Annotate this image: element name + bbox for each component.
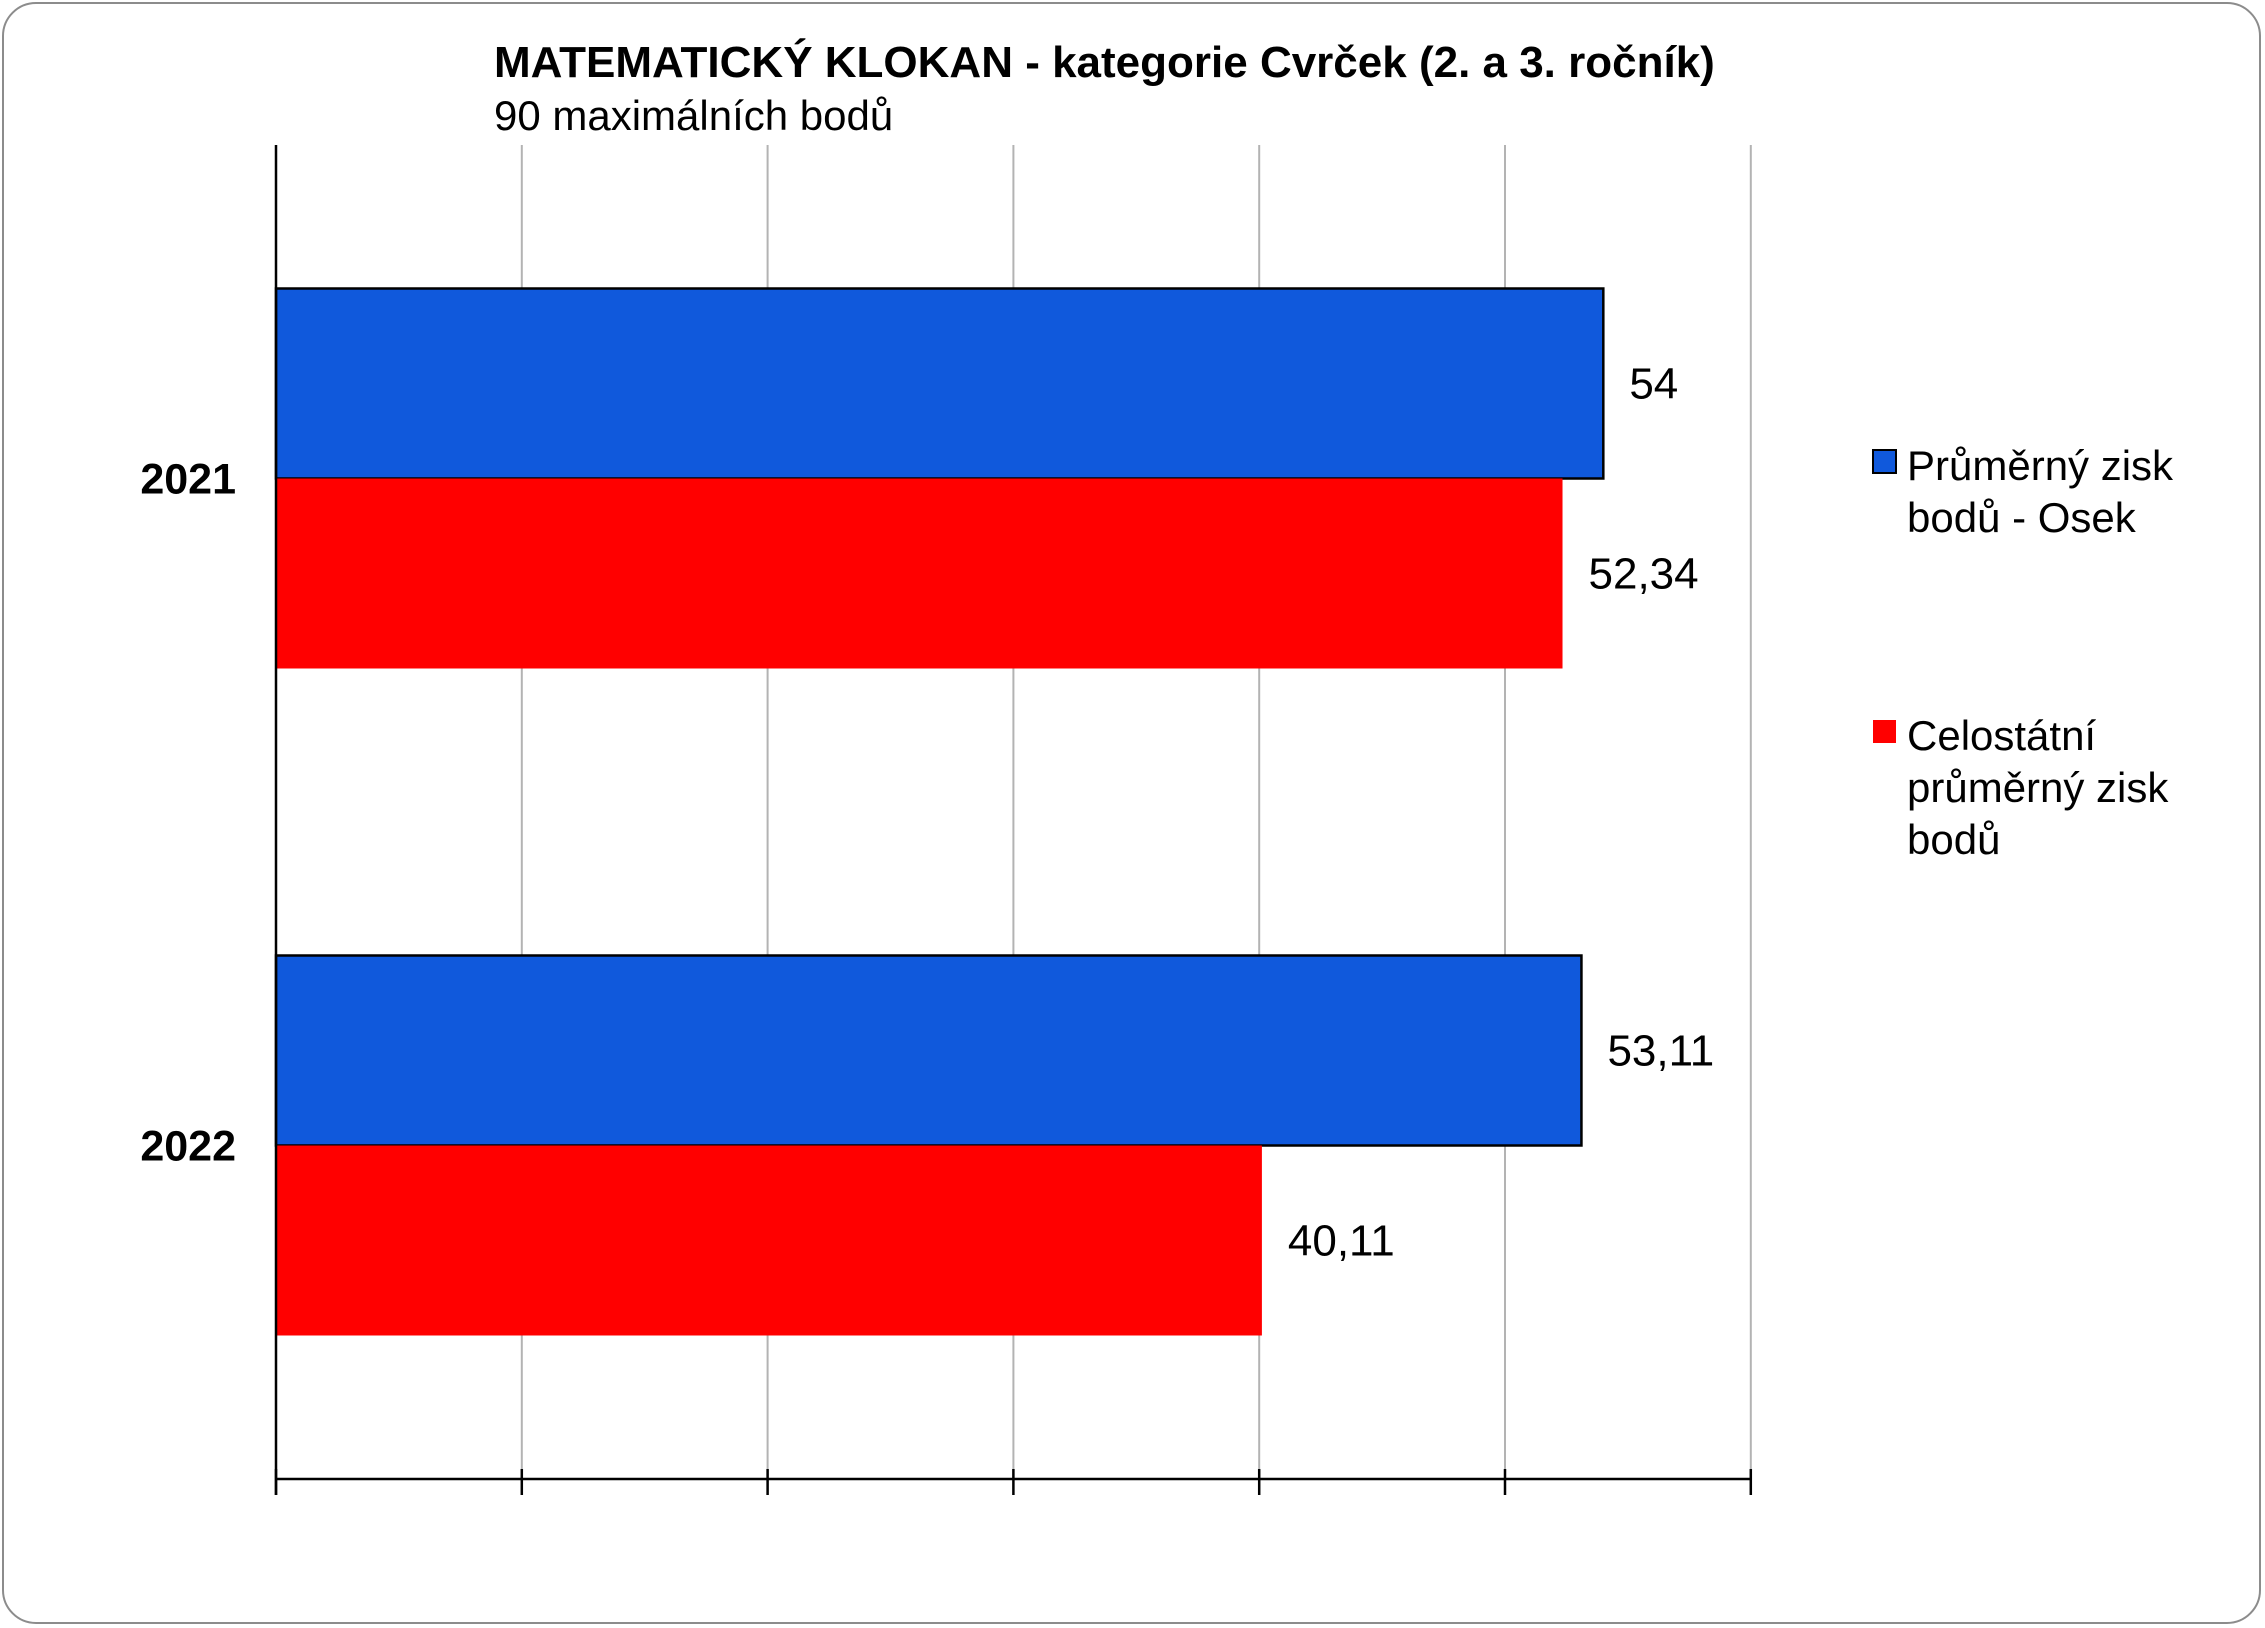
axes (274, 145, 1753, 1495)
legend-swatch (1872, 449, 1897, 474)
legend-label-line: Průměrný zisk (1907, 442, 2174, 489)
legend-swatch (1873, 720, 1896, 743)
data-labels: 2021 54 52,34 2022 53,11 40,11 (140, 360, 1714, 1266)
data-label: 40,11 (1288, 1217, 1395, 1266)
bars (274, 287, 1605, 1336)
bar (274, 954, 1583, 1147)
data-label: 54 (1629, 360, 1678, 409)
legend-label-line: Celostátní (1907, 712, 2096, 759)
bar (274, 287, 1605, 480)
chart-subtitle: 90 maximálních bodů (494, 92, 893, 139)
bar (276, 1145, 1262, 1336)
data-label: 53,11 (1607, 1027, 1714, 1076)
legend-label-line: průměrný zisk (1907, 764, 2169, 811)
category-label: 2021 (140, 456, 236, 504)
chart-title: MATEMATICKÝ KLOKAN - kategorie Cvrček (2… (494, 37, 1715, 87)
legend-label: Celostátní průměrný zisk bodů (1907, 712, 2169, 863)
legend-label-line: bodů (1907, 816, 2000, 863)
data-label: 52,34 (1589, 550, 1699, 599)
bar (276, 478, 1563, 669)
legend: Průměrný zisk bodů - Osek Celostátní průmě… (1872, 442, 2174, 863)
legend-label-line: bodů - Osek (1907, 494, 2137, 541)
legend-label: Průměrný zisk bodů - Osek (1907, 442, 2174, 541)
category-label: 2022 (140, 1123, 236, 1171)
